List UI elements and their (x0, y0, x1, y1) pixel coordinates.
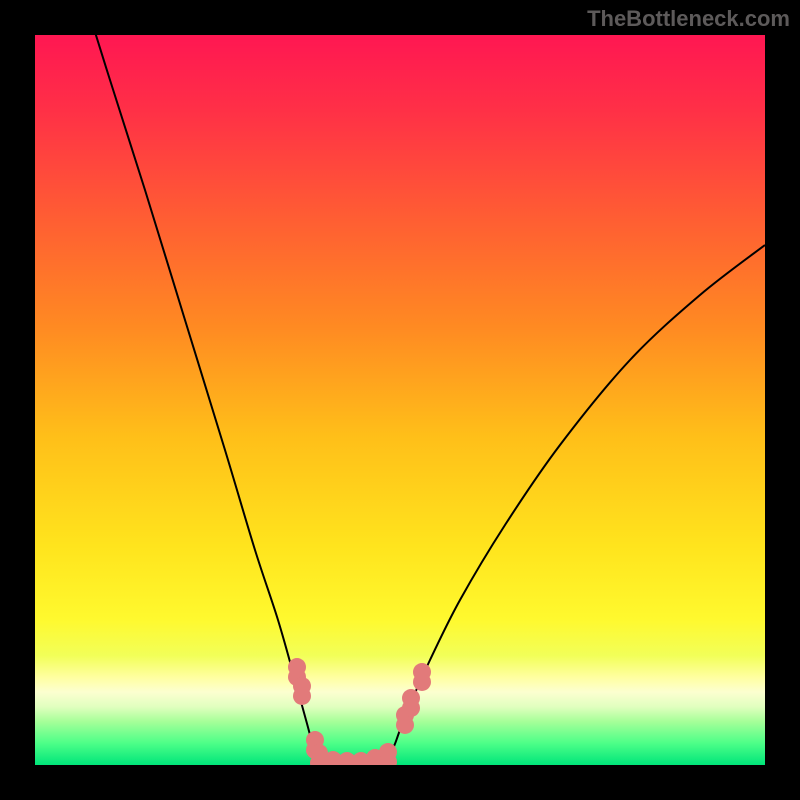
plot-background (35, 35, 765, 765)
curve-marker (293, 677, 311, 705)
chart-svg (0, 0, 800, 800)
watermark-text: TheBottleneck.com (587, 6, 790, 32)
curve-marker (413, 663, 431, 691)
curve-marker (402, 689, 420, 717)
chart-canvas: TheBottleneck.com (0, 0, 800, 800)
